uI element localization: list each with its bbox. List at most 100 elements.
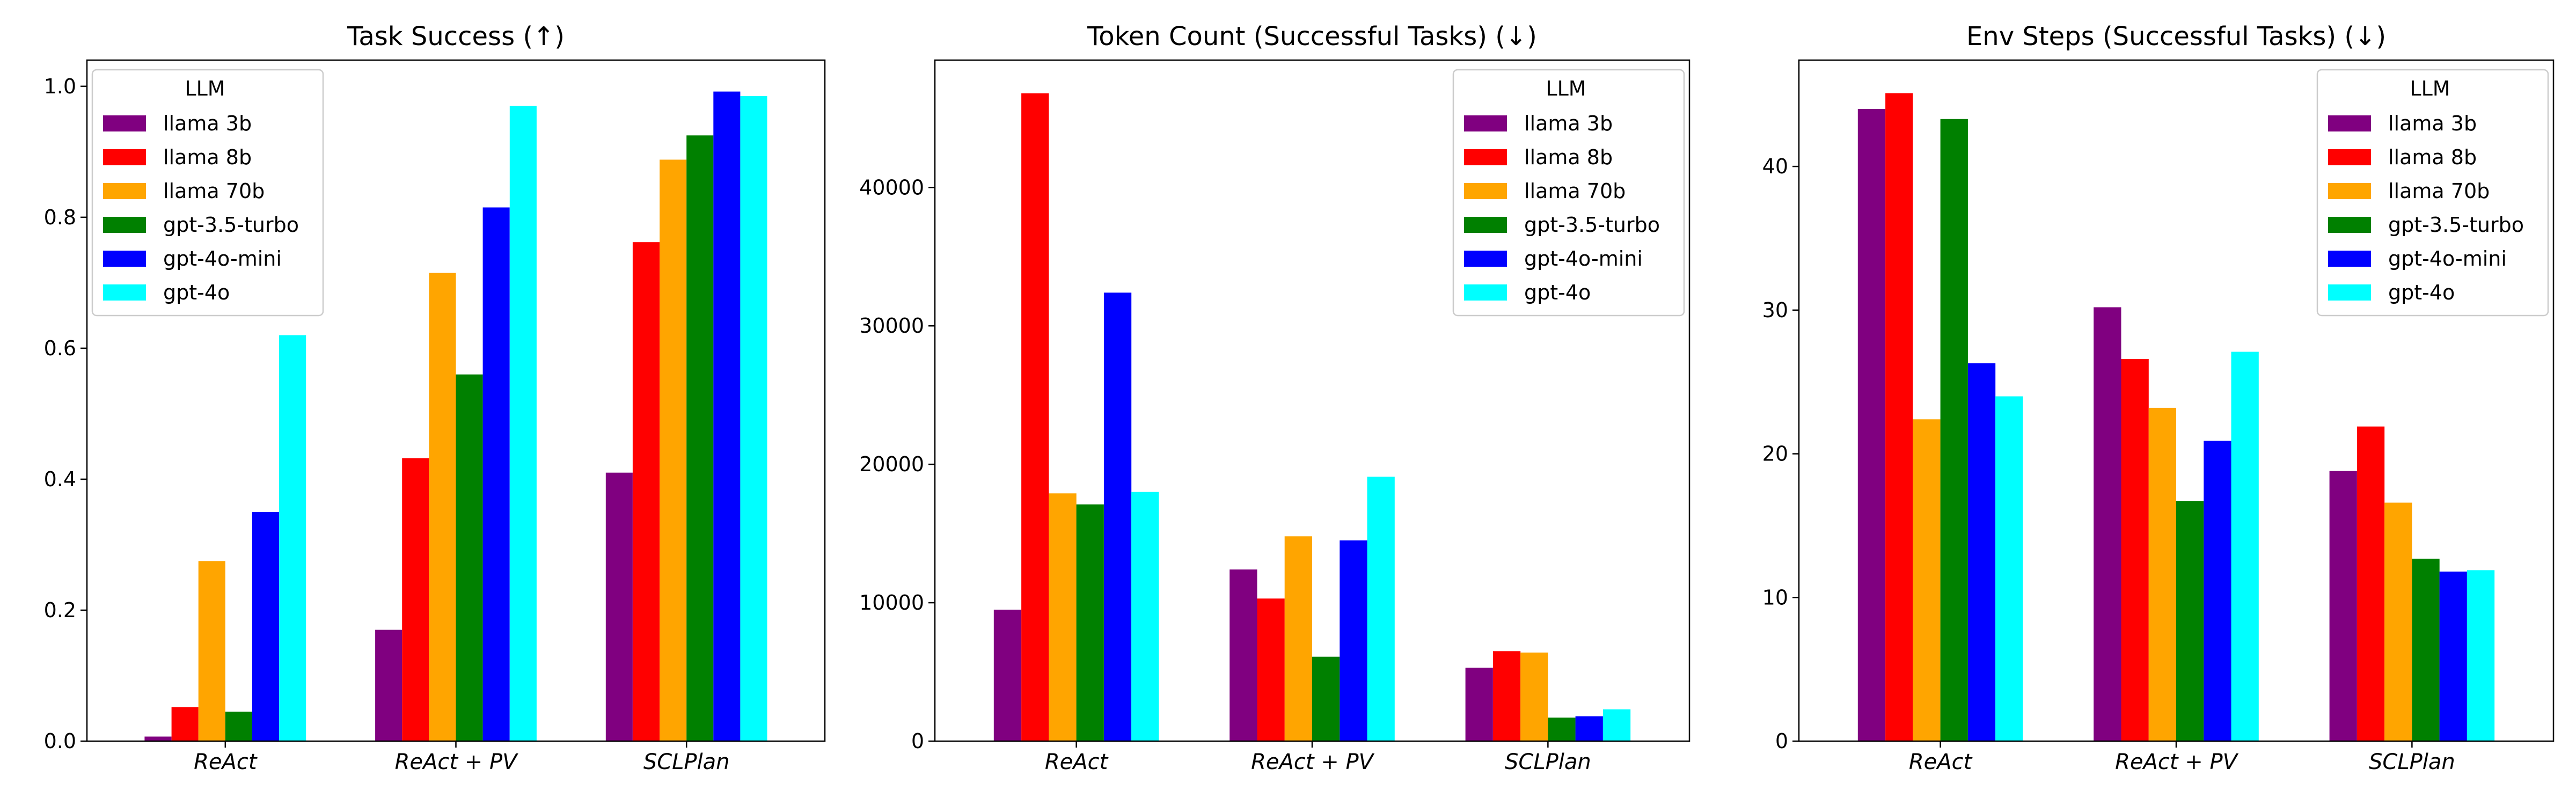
bar-gpt-4o-mini-1: [1967, 363, 1996, 741]
legend: LLM llama 3b llama 8b llama 70b gpt-3.5-turb…: [2316, 69, 2549, 317]
legend-swatch-gpt-4o-mini: [103, 251, 146, 267]
bar-llama-3b-1: [993, 610, 1022, 741]
bar-gpt-4o-mini-1: [1103, 292, 1132, 741]
legend-swatch-llama-3b: [103, 115, 146, 131]
legend-swatch-llama-70b: [2328, 183, 2371, 199]
legend-swatch-gpt-3-5-turbo: [103, 217, 146, 233]
bar-gpt-3-5-turbo-3: [1548, 718, 1576, 741]
legend-label: gpt-4o: [2388, 281, 2455, 304]
bar-gpt-4o-1: [1995, 396, 2023, 741]
bar-gpt-4o-mini-3: [1575, 716, 1603, 741]
y-tick-label: 0.6: [44, 336, 76, 360]
bar-gpt-3-5-turbo-1: [225, 712, 252, 741]
y-tick-label: 20: [1762, 442, 1788, 466]
legend-label: llama 70b: [2388, 179, 2490, 203]
legend-swatch-gpt-3-5-turbo: [1464, 217, 1507, 233]
bar-gpt-4o-mini-3: [2439, 572, 2467, 741]
legend-label: gpt-3.5-turbo: [2388, 213, 2524, 237]
legend-title: LLM: [185, 77, 225, 100]
legend-label: llama 8b: [2388, 145, 2477, 169]
bar-llama-70b-2: [2148, 407, 2176, 741]
x-tick-label: ReAct + PV: [395, 750, 519, 774]
bar-llama-3b-2: [2094, 307, 2121, 741]
bar-gpt-3-5-turbo-1: [1940, 119, 1968, 741]
legend-label: llama 3b: [2388, 112, 2477, 135]
bar-llama-8b-2: [2121, 358, 2149, 741]
legend-label: llama 8b: [1524, 145, 1613, 169]
y-tick-label: 30000: [859, 314, 924, 338]
legend-swatch-llama-8b: [103, 149, 146, 165]
bar-gpt-4o-mini-3: [713, 91, 741, 742]
legend-swatch-llama-8b: [1464, 149, 1507, 165]
bar-llama-70b-2: [1284, 536, 1312, 741]
legend-swatch-gpt-3-5-turbo: [2328, 217, 2371, 233]
bar-llama-3b-2: [1230, 569, 1257, 741]
bar-llama-70b-2: [429, 273, 456, 742]
legend-swatch-llama-8b: [2328, 149, 2371, 165]
legend-label: gpt-4o: [163, 281, 230, 304]
bar-llama-8b-1: [171, 707, 199, 741]
legend-label: gpt-3.5-turbo: [163, 213, 299, 237]
bar-gpt-3-5-turbo-2: [456, 374, 483, 741]
bar-gpt-4o-2: [2231, 352, 2259, 741]
y-tick-label: 1.0: [44, 75, 76, 98]
legend-swatch-llama-3b: [1464, 115, 1507, 131]
bar-gpt-3-5-turbo-2: [2176, 501, 2204, 741]
bar-gpt-4o-3: [1602, 709, 1631, 741]
bar-gpt-3-5-turbo-1: [1076, 504, 1104, 741]
bar-gpt-4o-mini-2: [482, 207, 510, 741]
legend: LLM llama 3b llama 8b llama 70b gpt-3.5-turb…: [1452, 69, 1685, 317]
bar-llama-3b-3: [605, 472, 633, 741]
legend-label: gpt-4o-mini: [1524, 247, 1643, 270]
bar-llama-3b-3: [2329, 471, 2357, 741]
y-tick-label: 30: [1762, 298, 1788, 322]
bar-gpt-4o-mini-2: [2204, 441, 2231, 741]
legend-swatch-llama-3b: [2328, 115, 2371, 131]
x-tick-label: ReAct: [1909, 750, 1973, 774]
bar-llama-70b-1: [1049, 493, 1077, 741]
legend-box: [2316, 69, 2549, 317]
x-tick-label: ReAct: [194, 750, 258, 774]
bar-llama-70b-1: [198, 561, 225, 741]
bar-llama-70b-3: [1520, 652, 1548, 741]
chart-panel-1: 0.0 0.2 0.4 0.6 0.8 1.0 ReAct ReAct + PV SCLPlan…: [44, 21, 826, 774]
bar-gpt-4o-mini-2: [1340, 540, 1367, 741]
y-tick-label: 10000: [859, 591, 924, 614]
bar-llama-8b-3: [1492, 651, 1521, 741]
bar-llama-3b-1: [144, 736, 172, 741]
bar-llama-70b-1: [1913, 419, 1941, 741]
chart-panel-2: 0 10000 20000 30000 40000 ReAct ReAct + PV SCLP…: [859, 21, 1690, 774]
legend-label: gpt-4o-mini: [2388, 247, 2507, 270]
legend-swatch-gpt-4o: [2328, 284, 2371, 301]
y-tick-label: 20000: [859, 452, 924, 476]
x-tick-label: SCLPlan: [1505, 750, 1591, 774]
x-tick-label: SCLPlan: [643, 750, 730, 774]
bar-gpt-4o-3: [740, 96, 767, 742]
bar-gpt-4o-3: [2467, 570, 2495, 741]
y-tick-label: 0.0: [44, 729, 76, 753]
chart-panel-3: 0 10 20 30 40 ReAct ReAct + PV SCLPlan Env Steps…: [1762, 21, 2555, 774]
bar-llama-3b-1: [1857, 109, 1886, 741]
legend-swatch-gpt-4o-mini: [2328, 251, 2371, 267]
chart-title: Task Success (↑): [347, 21, 565, 52]
bar-gpt-4o-1: [1131, 492, 1159, 741]
bar-llama-8b-1: [1885, 93, 1913, 742]
legend-box: [91, 69, 324, 317]
bar-gpt-4o-mini-1: [252, 511, 279, 741]
legend-title: LLM: [2410, 77, 2450, 100]
y-tick-label: 40000: [859, 175, 924, 199]
legend-label: llama 70b: [1524, 179, 1626, 203]
bar-llama-8b-2: [402, 458, 429, 741]
chart-title: Env Steps (Successful Tasks) (↓): [1966, 21, 2386, 52]
bar-llama-8b-2: [1257, 598, 1285, 741]
bar-llama-8b-3: [2357, 426, 2385, 741]
y-tick-label: 40: [1762, 155, 1788, 178]
bar-gpt-3-5-turbo-2: [1312, 656, 1340, 741]
bar-llama-70b-3: [2384, 502, 2412, 741]
bar-gpt-4o-2: [1367, 477, 1395, 741]
legend-label: gpt-4o-mini: [163, 247, 282, 270]
y-tick-label: 0.8: [44, 206, 76, 229]
x-tick-label: ReAct + PV: [1251, 750, 1375, 774]
x-tick-label: ReAct + PV: [2115, 750, 2239, 774]
legend-swatch-gpt-4o: [1464, 284, 1507, 301]
